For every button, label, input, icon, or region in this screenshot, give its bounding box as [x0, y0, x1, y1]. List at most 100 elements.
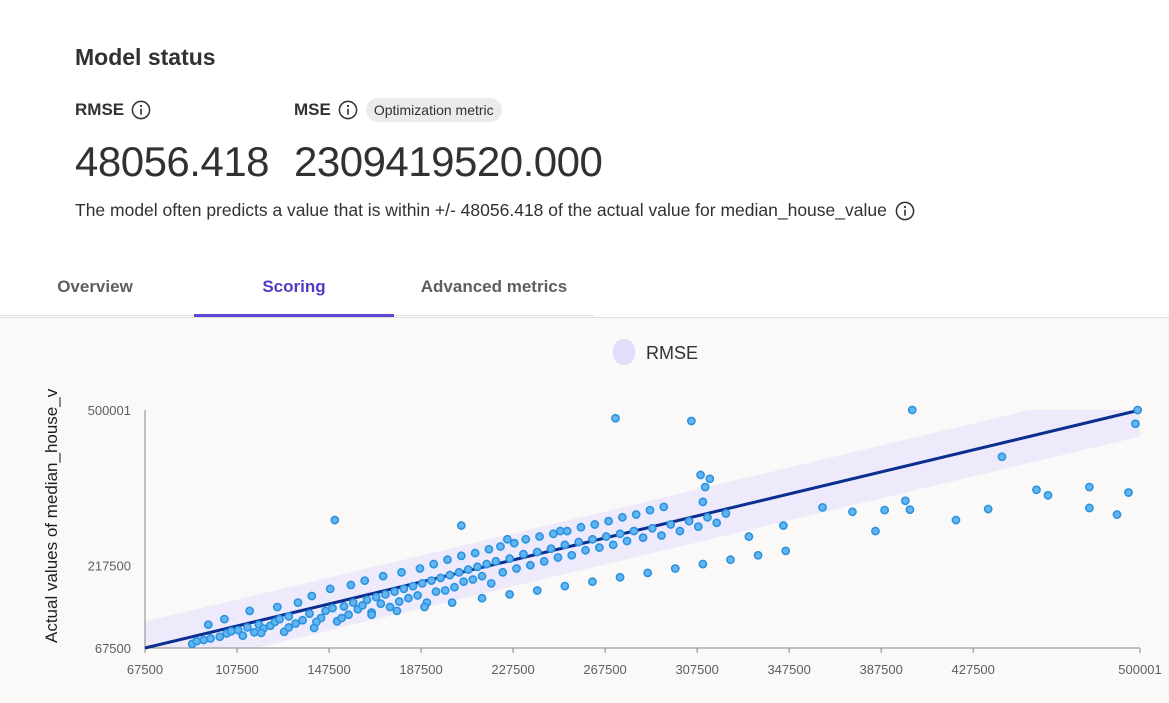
data-point — [588, 577, 597, 587]
data-point — [546, 544, 556, 554]
data-point — [505, 554, 515, 563]
x-tick-label: 227500 — [491, 662, 534, 677]
data-point — [905, 505, 915, 515]
data-point — [256, 628, 266, 638]
data-point — [284, 611, 294, 621]
data-point — [291, 619, 301, 628]
data-point — [509, 538, 519, 548]
data-point — [249, 627, 259, 637]
data-point — [512, 564, 521, 573]
data-point — [450, 582, 459, 592]
data-point — [463, 565, 473, 574]
data-point — [443, 555, 452, 565]
rmse-legend-swatch — [613, 339, 635, 365]
data-point — [594, 543, 604, 552]
x-tick-label: 267500 — [583, 662, 626, 677]
data-point — [560, 540, 570, 550]
data-point — [693, 522, 703, 532]
x-tick-label: 307500 — [675, 662, 718, 677]
data-point — [645, 505, 655, 515]
data-point — [643, 568, 653, 578]
data-point — [454, 567, 464, 577]
data-point — [456, 551, 466, 561]
data-point — [496, 542, 505, 551]
data-point — [413, 591, 423, 600]
x-tick-label: 347500 — [767, 662, 810, 677]
data-point — [1112, 510, 1122, 519]
data-point — [325, 584, 335, 594]
data-point — [574, 537, 584, 547]
x-tick-label: 67500 — [127, 662, 163, 677]
scoring-chart-panel: RMSE 67500 107500 147500 187500 227500 267500… — [0, 317, 1169, 703]
data-point — [1124, 488, 1133, 497]
mse-label: MSE — [294, 100, 331, 119]
tab-scoring[interactable]: Scoring — [194, 260, 394, 317]
tab-overview[interactable]: Overview — [57, 277, 133, 296]
data-point — [997, 452, 1007, 462]
data-point — [560, 581, 570, 591]
info-icon[interactable] — [895, 201, 915, 221]
data-point — [638, 533, 648, 543]
y-tick-label: 217500 — [88, 558, 131, 573]
y-tick-label: 67500 — [95, 641, 131, 656]
data-point — [206, 633, 215, 643]
data-point — [629, 526, 639, 536]
data-point — [378, 571, 388, 581]
data-point — [468, 575, 478, 584]
x-tick-label: 500001 — [1118, 662, 1161, 677]
data-point — [307, 591, 317, 601]
data-point — [666, 520, 676, 529]
mse-metric-header: MSE Optimization metric — [294, 96, 502, 124]
data-point — [429, 559, 439, 569]
data-point — [456, 521, 466, 530]
data-point — [394, 597, 404, 606]
data-point — [192, 636, 202, 646]
tab-advanced-metrics[interactable]: Advanced metrics — [420, 277, 568, 296]
data-point — [684, 516, 694, 526]
data-point — [615, 529, 625, 539]
data-point — [415, 564, 425, 573]
data-point — [436, 573, 446, 583]
data-point — [601, 532, 611, 541]
info-icon[interactable] — [338, 100, 358, 120]
data-point — [360, 576, 370, 585]
data-point — [779, 521, 788, 530]
data-point — [588, 534, 597, 544]
data-point — [397, 567, 406, 577]
data-point — [532, 547, 542, 557]
data-point — [275, 614, 284, 624]
data-point — [622, 536, 632, 546]
data-point — [753, 550, 763, 560]
data-point — [215, 632, 225, 642]
optimization-metric-badge: Optimization metric — [365, 98, 502, 122]
data-point — [576, 522, 586, 532]
data-point — [399, 584, 409, 594]
data-point — [459, 577, 469, 587]
data-point — [358, 600, 367, 610]
data-point — [447, 598, 457, 608]
data-point — [339, 602, 349, 611]
data-point — [604, 516, 613, 526]
data-point — [611, 413, 620, 423]
data-point — [880, 505, 890, 515]
rmse-legend-label: RMSE — [646, 343, 698, 363]
data-point — [337, 613, 347, 623]
data-point — [199, 635, 209, 645]
data-point — [502, 534, 512, 544]
data-point — [659, 502, 669, 512]
data-point — [305, 609, 314, 619]
data-point — [703, 512, 712, 522]
info-icon[interactable] — [131, 100, 151, 120]
data-point — [371, 592, 381, 602]
metric-description: The model often predicts a value that is… — [75, 200, 887, 220]
rmse-legend[interactable]: RMSE — [613, 339, 698, 365]
data-point — [818, 503, 827, 512]
data-point — [700, 482, 710, 492]
x-tick-label: 147500 — [307, 662, 350, 677]
data-point — [631, 510, 641, 519]
data-point — [705, 474, 715, 484]
ideal-fit-line — [144, 408, 1141, 650]
data-point — [1043, 490, 1053, 500]
data-point — [477, 571, 487, 581]
y-axis-label: Actual values of median_house_v — [42, 388, 61, 643]
